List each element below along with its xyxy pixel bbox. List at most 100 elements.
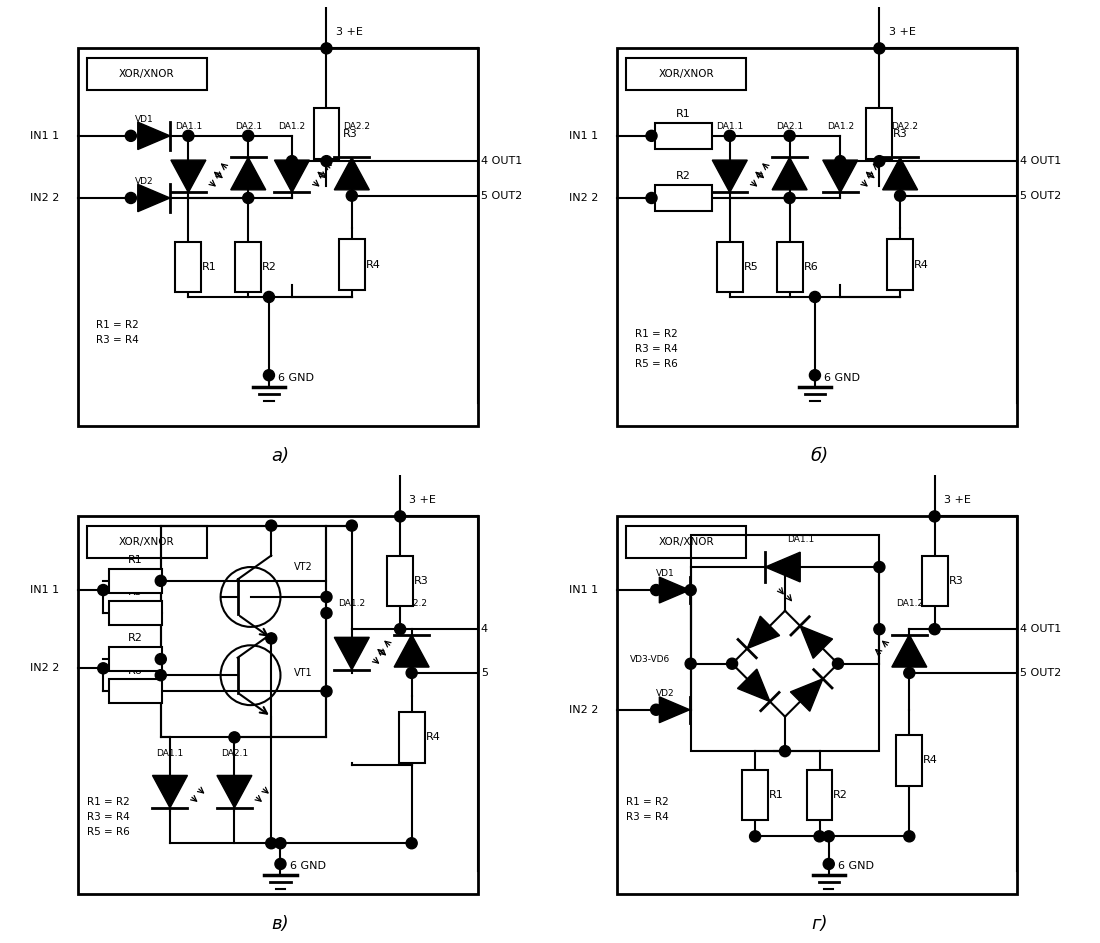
Bar [656,185,713,211]
Text: VD3-VD6: VD3-VD6 [629,654,670,664]
Text: XOR/XNOR: XOR/XNOR [119,537,175,547]
Polygon shape [737,670,770,702]
Text: XOR/XNOR: XOR/XNOR [658,537,714,547]
Text: а): а) [272,447,289,465]
Bar [399,712,425,763]
Text: DA1.2: DA1.2 [278,123,306,131]
Circle shape [243,192,254,204]
Text: R1 = R2
R3 = R4: R1 = R2 R3 = R4 [626,797,669,822]
Circle shape [275,858,286,869]
Circle shape [873,42,884,54]
Circle shape [263,370,275,381]
Circle shape [346,521,358,531]
Circle shape [930,511,940,521]
Text: DA2.2: DA2.2 [400,600,428,608]
Text: R4: R4 [923,755,938,766]
Text: в): в) [272,915,289,933]
Text: R1 = R2
R3 = R4: R1 = R2 R3 = R4 [97,320,139,345]
Polygon shape [772,157,807,190]
Circle shape [155,670,166,681]
Bar [626,525,746,558]
Text: IN2 2: IN2 2 [30,193,59,203]
Text: IN1 1: IN1 1 [570,585,598,595]
Bar [339,240,365,290]
Polygon shape [823,160,858,192]
Text: 4: 4 [481,624,487,635]
Circle shape [650,704,661,716]
Text: IN2 2: IN2 2 [30,663,59,673]
Text: R1: R1 [676,109,691,119]
Circle shape [835,156,846,167]
Circle shape [780,746,791,756]
Text: 3 +E: 3 +E [336,27,363,38]
Circle shape [749,831,760,842]
Circle shape [266,633,277,644]
Text: DA1.1: DA1.1 [156,749,184,758]
Text: VD2: VD2 [135,177,154,187]
Text: R4: R4 [426,733,440,742]
Circle shape [321,607,332,619]
Circle shape [724,130,735,141]
Text: 3 +E: 3 +E [944,495,970,505]
Circle shape [266,837,277,849]
Bar [617,517,1018,894]
Text: 3 +E: 3 +E [889,27,915,38]
Circle shape [155,575,166,587]
Text: R5: R5 [128,587,143,598]
Bar [314,108,340,158]
Circle shape [286,156,297,167]
Text: DA1.2: DA1.2 [827,123,854,131]
Circle shape [646,130,657,141]
Text: R6: R6 [128,666,143,676]
Text: DA1.2: DA1.2 [895,600,923,608]
Bar [109,601,162,625]
Polygon shape [791,679,823,711]
Text: 6 GND: 6 GND [824,372,860,383]
Text: 4 OUT1: 4 OUT1 [1020,157,1062,166]
Text: 5 OUT2: 5 OUT2 [1020,668,1062,678]
Bar [656,123,713,149]
Circle shape [823,858,834,869]
Bar [867,108,892,158]
Circle shape [814,831,825,842]
Polygon shape [334,157,370,190]
Polygon shape [138,123,170,150]
Circle shape [266,521,277,531]
Text: R2: R2 [834,790,848,800]
Text: R2: R2 [128,634,143,643]
Bar [87,525,207,558]
Bar [78,48,478,426]
Text: DA2.1: DA2.1 [234,123,262,131]
Bar [617,48,1018,426]
Text: 6 GND: 6 GND [278,372,315,383]
Circle shape [346,190,358,201]
Polygon shape [766,553,800,582]
Circle shape [894,190,905,201]
Polygon shape [882,157,917,190]
Bar [717,241,743,292]
Text: XOR/XNOR: XOR/XNOR [119,69,175,78]
Text: VT1: VT1 [295,668,312,678]
Circle shape [395,623,406,635]
Text: DA1.1: DA1.1 [716,123,744,131]
Circle shape [823,831,834,842]
Text: 6 GND: 6 GND [838,861,875,871]
Text: R4: R4 [365,259,381,270]
Text: VD1: VD1 [656,569,674,578]
Circle shape [321,156,332,167]
Bar [109,679,162,703]
Text: DA2.1: DA2.1 [777,123,803,131]
Bar [691,535,879,752]
Bar [896,735,922,786]
Text: IN1 1: IN1 1 [31,131,59,141]
Bar [888,240,913,290]
Text: R3: R3 [893,128,907,139]
Bar [235,241,261,292]
Polygon shape [394,635,429,667]
Circle shape [727,658,738,670]
Circle shape [685,658,696,670]
Text: R1: R1 [769,790,783,800]
Circle shape [406,668,417,678]
Circle shape [98,663,109,674]
Circle shape [784,130,795,141]
